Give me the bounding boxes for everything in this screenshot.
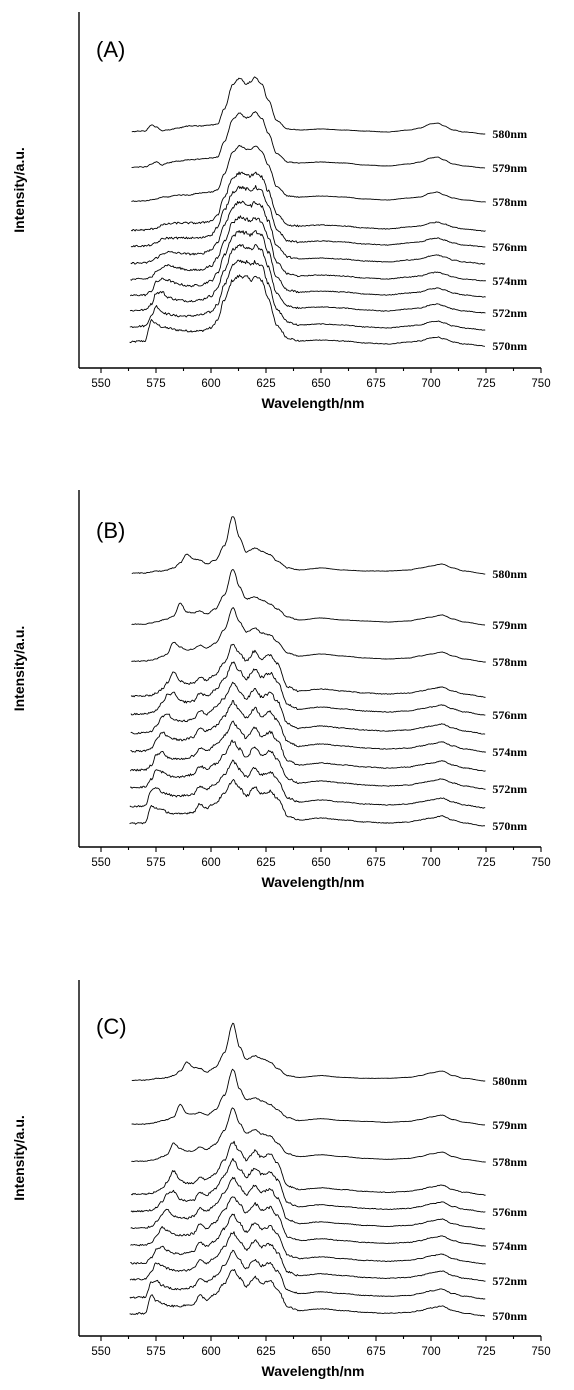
x-tick-label: 550 [91, 378, 110, 390]
x-tick-label: 675 [366, 857, 385, 869]
panel-label: (B) [96, 518, 125, 543]
x-tick-label: 750 [531, 857, 550, 869]
series-label: 580nm [492, 1074, 527, 1088]
panel-label: (A) [96, 37, 125, 62]
series-label: 578nm [492, 1155, 527, 1169]
series-label: 570nm [492, 339, 527, 353]
series-line-577nm [130, 643, 486, 698]
chart-panel-a: 550 575 600 625 650 675 700 725 750 Wavelength/nm… [11, 12, 551, 411]
x-tick-label: 550 [91, 1346, 110, 1358]
series-line-572nm [129, 244, 486, 314]
series-line-570nm [129, 1269, 486, 1317]
series-line-574nm [130, 700, 486, 753]
x-tick-label: 725 [476, 1346, 495, 1358]
series-line-578nm [131, 607, 486, 663]
series-line-579nm [131, 569, 486, 626]
series-line-576nm [130, 1157, 486, 1213]
x-tick-label: 650 [311, 378, 330, 390]
y-axis-title: Intensity/a.u. [11, 626, 27, 712]
y-axis-title: Intensity/a.u. [11, 147, 27, 233]
x-tick-label: 650 [311, 857, 330, 869]
series-line-570nm [129, 274, 486, 347]
series-line-580nm [131, 76, 486, 135]
x-tick-label: 750 [531, 1346, 550, 1358]
x-tick-label: 575 [146, 378, 165, 390]
series-label: 578nm [492, 655, 527, 669]
x-tick-label: 725 [476, 857, 495, 869]
chart-panel-b: 550 575 600 625 650 675 700 725 750 Wavelength/nm… [11, 490, 551, 890]
y-axis-title: Intensity/a.u. [11, 1115, 27, 1201]
x-tick-label: 550 [91, 857, 110, 869]
series-line-576nm [130, 661, 486, 716]
series-label: 570nm [492, 1309, 527, 1323]
series-label: 579nm [492, 1118, 527, 1132]
series-line-576nm [130, 185, 486, 248]
series-label: 574nm [492, 745, 527, 759]
series-label: 576nm [492, 240, 527, 254]
series-line-573nm [130, 1213, 486, 1265]
x-tick-label: 575 [146, 857, 165, 869]
x-axis-title: Wavelength/nm [262, 1363, 365, 1379]
series-line-573nm [129, 230, 486, 298]
series-line-571nm [129, 259, 486, 331]
series-line-574nm [130, 215, 486, 282]
series-line-574nm [130, 1196, 486, 1247]
x-tick-label: 750 [531, 378, 550, 390]
series-line-575nm [130, 681, 486, 735]
series-line-570nm [129, 779, 486, 827]
x-tick-label: 625 [256, 1346, 275, 1358]
x-tick-label: 700 [421, 1346, 440, 1358]
series-line-571nm [129, 759, 486, 809]
series-label: 574nm [492, 1239, 527, 1253]
series-label: 580nm [492, 567, 527, 581]
series-line-579nm [131, 111, 486, 169]
series-line-577nm [130, 171, 486, 232]
series-label: 570nm [492, 819, 527, 833]
series-label: 572nm [492, 1274, 527, 1288]
x-tick-label: 575 [146, 1346, 165, 1358]
series-line-571nm [129, 1249, 486, 1300]
x-tick-label: 650 [311, 1346, 330, 1358]
series-label: 578nm [492, 195, 527, 209]
series-label: 576nm [492, 708, 527, 722]
panel-label: (C) [96, 1014, 127, 1039]
x-tick-label: 700 [421, 378, 440, 390]
series-line-578nm [131, 1107, 486, 1163]
chart-panel-c: 550 575 600 625 650 675 700 725 750 Wavelength/nm… [11, 980, 551, 1379]
series-line-575nm [130, 200, 486, 265]
series-label: 579nm [492, 618, 527, 632]
series-label: 572nm [492, 306, 527, 320]
series-line-575nm [130, 1176, 486, 1230]
x-tick-label: 600 [201, 857, 220, 869]
x-axis-title: Wavelength/nm [262, 874, 365, 890]
x-tick-label: 600 [201, 1346, 220, 1358]
series-label: 572nm [492, 782, 527, 796]
x-tick-label: 725 [476, 378, 495, 390]
series-line-577nm [130, 1140, 486, 1196]
series-label: 580nm [492, 127, 527, 141]
x-tick-label: 600 [201, 378, 220, 390]
x-tick-label: 675 [366, 378, 385, 390]
series-line-572nm [129, 739, 486, 790]
x-axis-title: Wavelength/nm [262, 395, 365, 411]
series-line-580nm [131, 1022, 486, 1082]
series-line-573nm [129, 720, 486, 772]
series-line-580nm [131, 516, 486, 575]
series-label: 574nm [492, 274, 527, 288]
x-tick-label: 625 [256, 857, 275, 869]
x-tick-label: 625 [256, 378, 275, 390]
series-label: 579nm [492, 161, 527, 175]
x-tick-label: 675 [366, 1346, 385, 1358]
x-tick-label: 700 [421, 857, 440, 869]
series-line-572nm [129, 1231, 486, 1282]
series-line-579nm [131, 1068, 486, 1126]
series-line-578nm [131, 144, 486, 203]
series-label: 576nm [492, 1205, 527, 1219]
